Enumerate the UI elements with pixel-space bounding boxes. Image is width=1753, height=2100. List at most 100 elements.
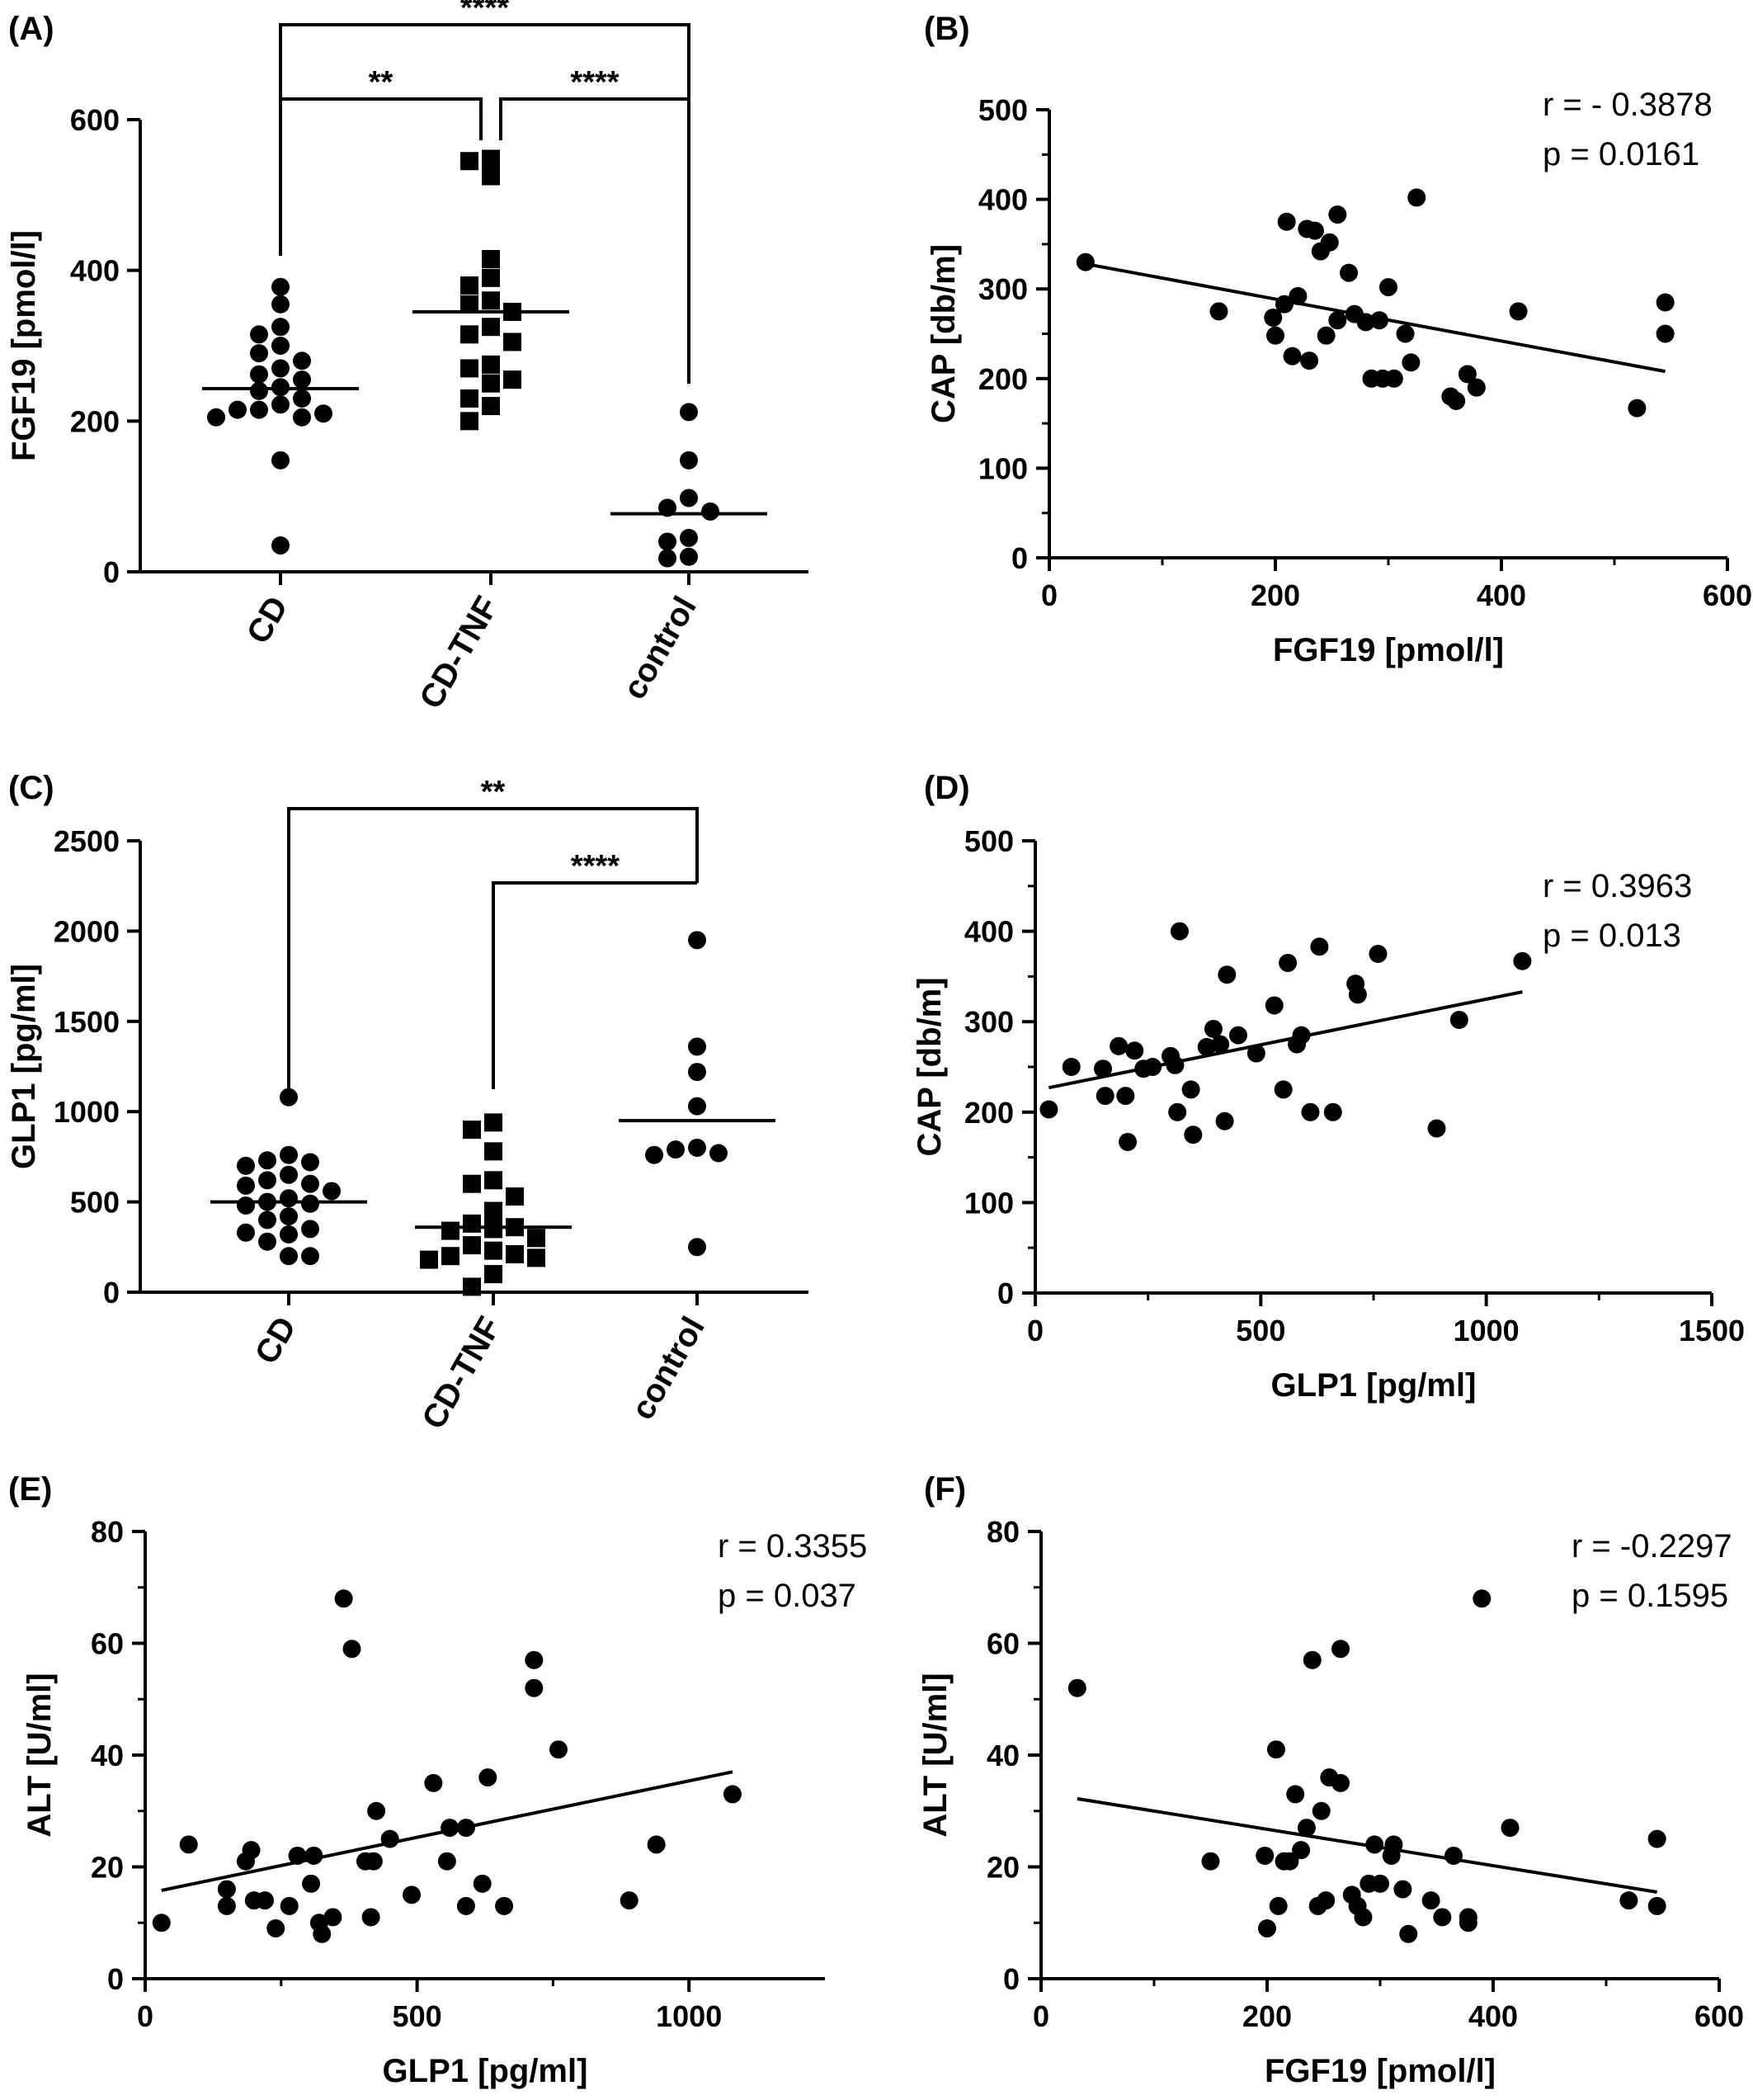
data-point	[463, 1174, 481, 1193]
data-point	[709, 1144, 728, 1163]
data-point	[506, 1187, 524, 1206]
data-point	[1279, 953, 1298, 972]
data-point	[1513, 951, 1532, 970]
data-point	[1393, 1880, 1412, 1899]
data-point	[334, 1589, 353, 1608]
data-point	[271, 359, 290, 378]
data-point	[280, 1189, 298, 1208]
data-point	[250, 344, 268, 363]
y-tick-label: 20	[987, 1851, 1020, 1885]
data-point	[503, 370, 521, 389]
panel-label: (C)	[8, 770, 54, 806]
y-tick-label: 1500	[54, 1005, 120, 1039]
data-point	[1119, 1132, 1138, 1151]
y-tick-label: 0	[107, 1962, 124, 1996]
data-point	[482, 268, 500, 287]
data-point	[1300, 352, 1319, 370]
data-point	[314, 404, 332, 423]
y-tick-label: 500	[978, 93, 1028, 127]
data-point	[1369, 945, 1388, 963]
data-point	[1340, 263, 1359, 282]
y-tick-label: 80	[987, 1515, 1020, 1549]
data-point	[441, 1221, 459, 1240]
stat-annotation: r = - 0.3878	[1543, 87, 1713, 123]
data-point	[1289, 286, 1308, 305]
significance-bracket	[499, 97, 690, 384]
data-point	[237, 1223, 255, 1242]
data-point	[1211, 1035, 1230, 1054]
data-point	[258, 1232, 276, 1251]
chart-panel-3: 0 500 1000 1500 2000 2500 GLP1 [pg/ml] CD CD-TNF…	[6, 824, 808, 1435]
data-point	[1473, 1589, 1491, 1608]
data-point	[380, 1829, 399, 1848]
data-point	[1286, 1785, 1305, 1804]
data-point	[266, 1919, 285, 1938]
data-point	[680, 403, 698, 422]
significance-brackets-1: ** ********	[279, 0, 690, 384]
significance-bracket	[287, 807, 699, 1097]
y-tick-label: 500	[70, 1186, 120, 1220]
data-point	[1310, 937, 1329, 956]
y-axis-label: ALT [U/ml]	[21, 1673, 58, 1837]
x-tick-label: 0	[1027, 1314, 1044, 1347]
y-tick-label: 200	[70, 404, 120, 438]
data-point	[680, 528, 698, 547]
y-tick-label: 400	[978, 183, 1028, 217]
y-tick-label: 0	[103, 1276, 120, 1310]
data-point	[237, 1176, 255, 1195]
data-point	[680, 488, 698, 507]
data-point	[463, 1277, 481, 1296]
data-point	[484, 1220, 502, 1239]
data-point	[478, 1768, 497, 1787]
data-point	[179, 1835, 198, 1854]
data-point	[1427, 1119, 1446, 1138]
y-axis-label: FGF19 [pmol/l]	[6, 230, 42, 461]
x-tick-label: 0	[137, 1999, 153, 2033]
data-point	[460, 359, 478, 378]
data-point	[280, 1896, 299, 1915]
x-tick-label: 1500	[1679, 1314, 1745, 1347]
data-point	[482, 318, 500, 337]
stat-annotation: r = 0.3963	[1543, 868, 1692, 904]
y-tick-label: 300	[964, 1005, 1014, 1039]
x-tick-label: 400	[1477, 578, 1526, 612]
data-point	[1384, 1835, 1403, 1854]
data-point	[1656, 293, 1675, 312]
y-tick-label: 600	[70, 103, 120, 137]
data-point	[527, 1248, 545, 1267]
panel-label: (F)	[924, 1471, 966, 1508]
y-tick-label: 0	[1011, 541, 1028, 575]
data-point	[1331, 1640, 1350, 1659]
data-point	[463, 1121, 481, 1140]
data-point	[1365, 1835, 1384, 1854]
data-point	[1331, 1773, 1350, 1792]
category-label: CD	[248, 1311, 304, 1371]
data-point	[1379, 278, 1397, 297]
data-point	[482, 291, 500, 310]
data-point	[1312, 1801, 1331, 1820]
y-axis-label: CAP [db/m]	[926, 244, 962, 423]
panel-label: (D)	[924, 770, 970, 806]
data-point	[301, 1174, 319, 1193]
data-point	[237, 1156, 255, 1175]
chart-panel-2: 0 100 200 300 400 500 0 200 400 600 CAP [db/m] FGF1…	[926, 87, 1752, 668]
y-axis-label: CAP [db/m]	[912, 977, 948, 1156]
data-point	[237, 1196, 255, 1215]
x-tick-label: 500	[393, 1999, 442, 2033]
data-point	[527, 1229, 545, 1248]
data-point	[463, 1236, 481, 1255]
data-point	[503, 333, 521, 352]
data-point	[304, 1846, 323, 1865]
y-tick-label: 100	[964, 1186, 1014, 1220]
category-label: CD-TNF	[412, 591, 506, 715]
x-axis-label: FGF19 [pmol/l]	[1265, 2053, 1496, 2089]
data-point	[1215, 1111, 1234, 1130]
data-point	[302, 1874, 321, 1893]
data-point	[1125, 1041, 1144, 1060]
data-point	[1110, 1036, 1129, 1055]
data-point	[658, 532, 676, 551]
x-tick-label: 1000	[656, 1999, 722, 2033]
stat-annotation: r = -0.2297	[1572, 1528, 1732, 1564]
x-tick-label: 500	[1236, 1314, 1285, 1347]
